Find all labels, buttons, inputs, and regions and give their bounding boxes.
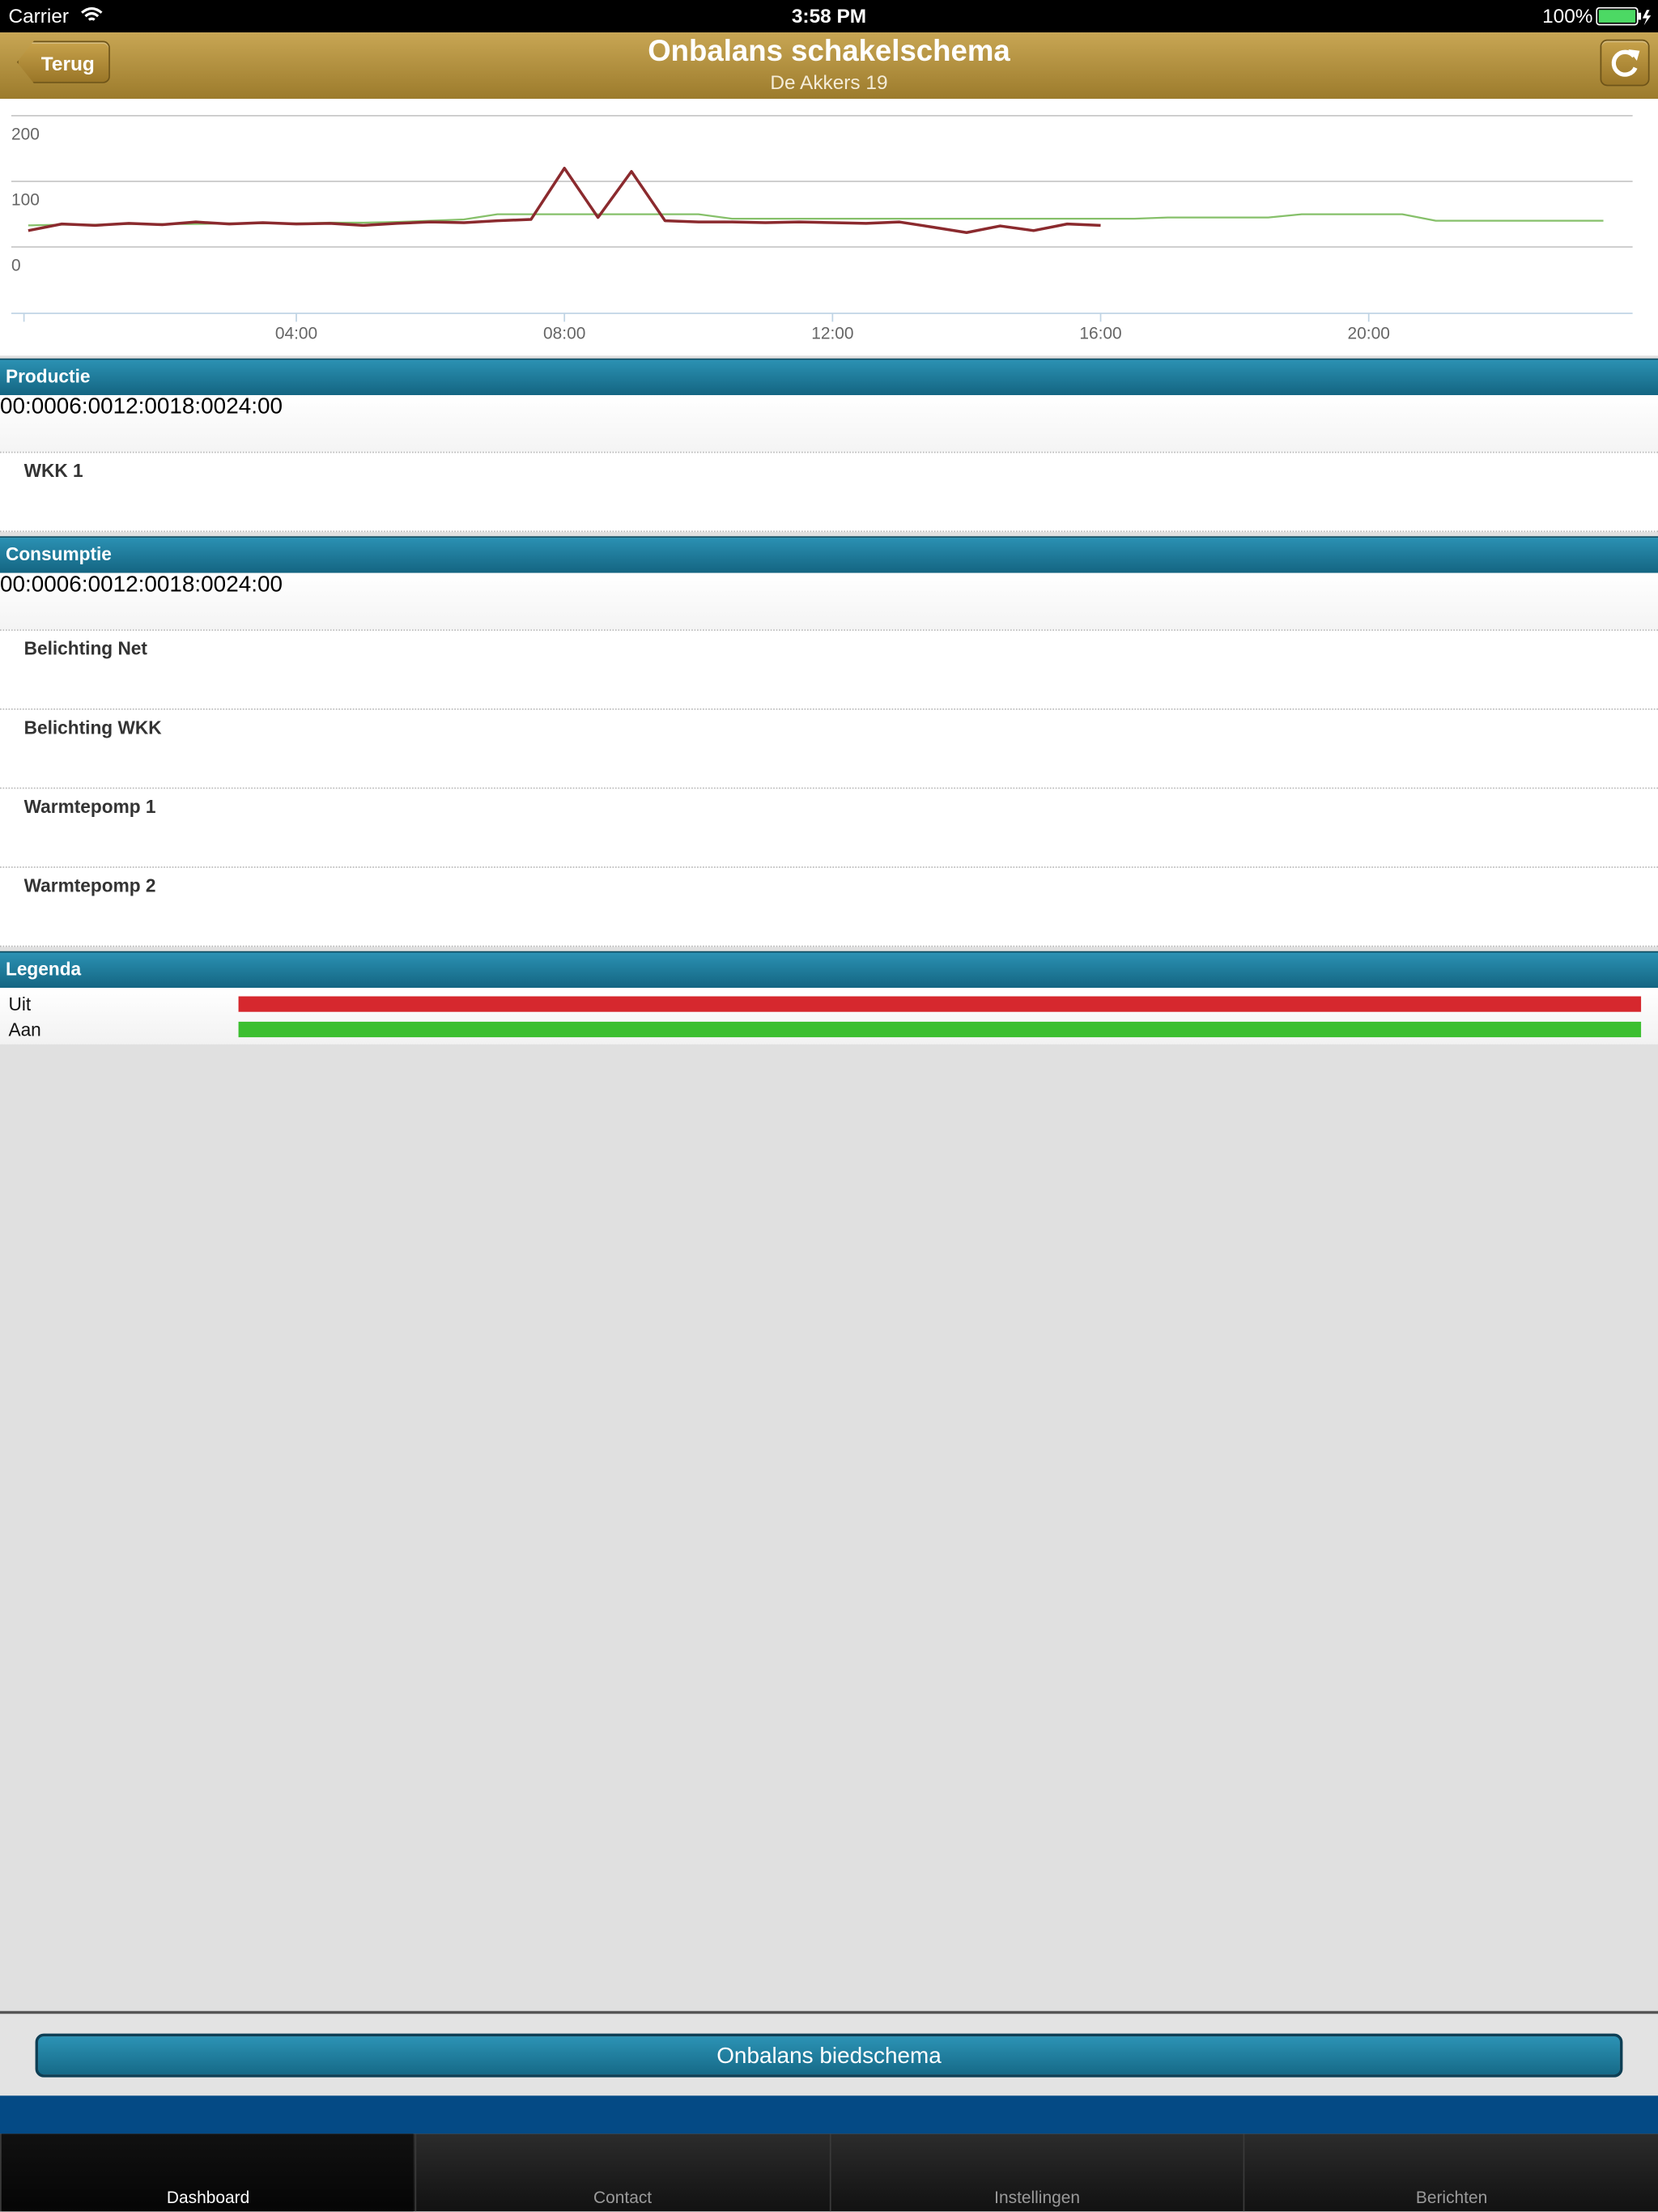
y-tick-label: 0: [11, 257, 21, 275]
tab[interactable]: Contact: [414, 2133, 828, 2212]
battery-icon: [1596, 6, 1652, 26]
y-tick-label: 100: [11, 191, 40, 210]
series-line: [28, 167, 1101, 234]
navigation-bar: Terug Onbalans schakelschema De Akkers 1…: [0, 32, 1658, 100]
legend-swatch: [238, 996, 1642, 1012]
timeline-tick-label: 24:00: [226, 395, 283, 419]
schedule-row: Belichting Net: [0, 631, 1658, 710]
line-chart: 0 100 200 04:00 08:00 12:00 16:00 20:00: [11, 115, 1633, 342]
schedule-row: WKK 1: [0, 453, 1658, 533]
schedule-row: Warmtepomp 2: [0, 867, 1658, 947]
tab-label: Contact: [593, 2187, 653, 2208]
status-bar: Carrier 3:58 PM 100%: [0, 0, 1658, 33]
blue-strip: [0, 2095, 1658, 2134]
tab[interactable]: Instellingen: [829, 2133, 1243, 2212]
tab-label: Berichten: [1415, 2187, 1488, 2208]
schedule-row: Belichting WKK: [0, 709, 1658, 789]
timeline-tick-label: 18:00: [169, 395, 227, 419]
legend: Uit Aan: [0, 988, 1658, 1044]
tab[interactable]: Dashboard: [0, 2133, 414, 2212]
row-label: Belichting Net: [23, 637, 147, 659]
legend-swatch: [238, 1021, 1642, 1038]
timeline-tick-label: 18:00: [169, 572, 227, 598]
clock: 3:58 PM: [791, 4, 867, 28]
timeline-axis: 00:0006:0012:0018:0024:00: [0, 572, 1658, 632]
timeline-tick-label: 06:00: [56, 395, 113, 419]
section-header: Consumptie: [0, 536, 1658, 573]
nav-title: Onbalans schakelschema: [648, 35, 1010, 68]
legend-label: Aan: [8, 1019, 41, 1040]
x-tick-label: 16:00: [1079, 324, 1121, 342]
nav-subtitle: De Akkers 19: [770, 70, 888, 94]
schedule-row: Warmtepomp 1: [0, 789, 1658, 868]
x-tick-label: 20:00: [1348, 324, 1390, 342]
row-label: Warmtepomp 1: [23, 796, 156, 818]
section-header: Productie: [0, 358, 1658, 396]
wifi-icon: [81, 6, 103, 21]
timeline-axis: 00:0006:0012:0018:0024:00: [0, 395, 1658, 453]
back-button[interactable]: Terug: [16, 40, 110, 83]
battery-level: 100%: [1542, 4, 1593, 28]
refresh-button[interactable]: [1600, 39, 1650, 87]
tab[interactable]: Berichten: [1244, 2133, 1657, 2212]
row-label: Warmtepomp 2: [23, 874, 156, 896]
row-label: WKK 1: [23, 460, 83, 482]
tab-label: Dashboard: [166, 2187, 250, 2208]
section-header: Legenda: [0, 951, 1658, 989]
tab-label: Instellingen: [994, 2187, 1081, 2208]
legend-label: Uit: [8, 993, 32, 1015]
bottom-bar: Onbalans biedschema: [0, 2010, 1658, 2096]
refresh-icon: [1611, 49, 1640, 77]
timeline-tick-label: 12:00: [113, 572, 170, 598]
timeline-tick-label: 06:00: [56, 572, 113, 598]
x-tick-label: 04:00: [275, 324, 317, 342]
y-tick-label: 200: [11, 125, 40, 144]
x-tick-label: 08:00: [543, 324, 585, 342]
tab-bar: Dashboard Contact Instellingen Berichten: [0, 2133, 1658, 2212]
x-tick-label: 12:00: [811, 324, 853, 342]
timeline-axis-svg: 00:0006:0012:0018:0024:00: [0, 395, 283, 419]
timeline-tick-label: 12:00: [113, 395, 170, 419]
timeline-axis-svg: 00:0006:0012:0018:0024:00: [0, 573, 283, 598]
row-label: Belichting WKK: [23, 717, 162, 738]
timeline-tick-label: 00:00: [0, 395, 57, 419]
bid-schedule-button[interactable]: Onbalans biedschema: [35, 2033, 1623, 2078]
timeline-tick-label: 00:00: [0, 572, 57, 598]
carrier: Carrier: [8, 4, 70, 28]
chart-panel: 0 100 200 04:00 08:00 12:00 16:00 20:00: [0, 99, 1658, 356]
timeline-tick-label: 24:00: [226, 572, 283, 598]
